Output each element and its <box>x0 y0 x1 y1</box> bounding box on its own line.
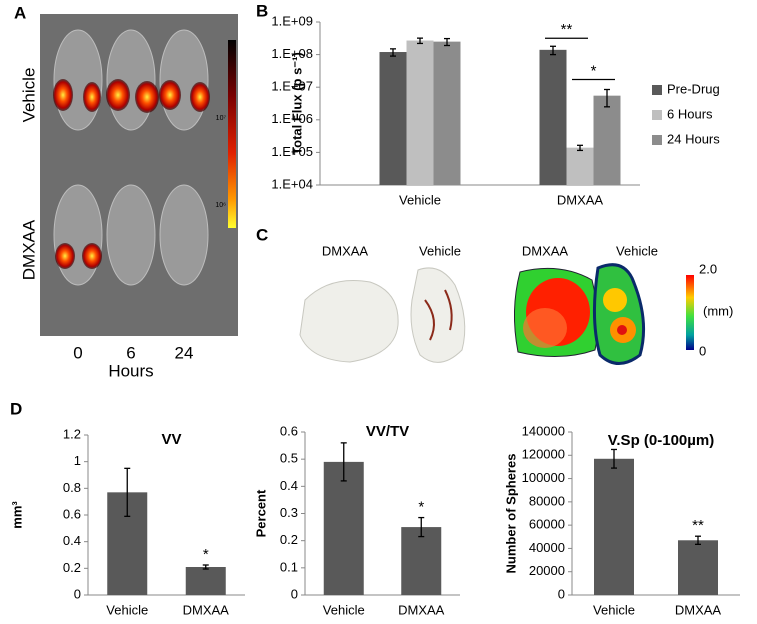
bar <box>406 40 434 186</box>
y-tick-label: 1.E+05 <box>271 144 313 159</box>
y-tick-label: 1.E+09 <box>271 13 313 28</box>
y-tick-label: 0.2 <box>63 560 81 575</box>
vessels <box>424 289 453 341</box>
y-tick-label: 20000 <box>529 563 565 578</box>
y-tick-label: 0.4 <box>63 533 81 548</box>
x-tick-label: DMXAA <box>557 192 604 207</box>
chart-title: V.Sp (0-100µm) <box>608 432 714 449</box>
significance-label: ** <box>561 21 573 38</box>
y-tick-label: 140000 <box>522 423 565 438</box>
y-tick-label: 80000 <box>529 493 565 508</box>
column-label: 0 <box>73 343 82 362</box>
bioluminescence-signal <box>53 79 210 269</box>
bar <box>539 49 567 185</box>
colorbar-label: 0 <box>699 343 706 358</box>
bar <box>593 95 621 185</box>
x-tick-label: Vehicle <box>323 602 365 617</box>
colorbar-label: (mm) <box>703 303 733 318</box>
y-tick-label: 120000 <box>522 447 565 462</box>
colorbar-label: 10⁷ <box>216 115 227 122</box>
bar <box>379 52 407 185</box>
thickness-map <box>617 325 627 335</box>
y-tick-label: 0.4 <box>280 478 298 493</box>
x-tick-label: DMXAA <box>675 602 722 617</box>
image-label: Vehicle <box>616 243 658 258</box>
y-tick-label: 100000 <box>522 470 565 485</box>
significance-label: * <box>591 62 597 79</box>
y-axis-label: Number of Spheres <box>503 454 518 574</box>
panel-label: B <box>256 1 268 20</box>
chart-title: VV/TV <box>366 423 409 440</box>
column-label: 6 <box>126 343 135 362</box>
y-axis-label: mm³ <box>9 501 24 529</box>
thickness-map <box>592 263 646 365</box>
bar <box>185 567 226 595</box>
significance-label: * <box>418 499 424 516</box>
chart-title: VV <box>161 431 181 448</box>
x-tick-label: Vehicle <box>106 602 148 617</box>
y-tick-label: 1.E+07 <box>271 79 313 94</box>
significance-label: * <box>203 546 209 563</box>
y-tick-label: 1.E+04 <box>271 176 313 191</box>
y-tick-label: 0.2 <box>280 532 298 547</box>
row-label: DMXAA <box>19 219 38 280</box>
x-tick-label: DMXAA <box>183 602 230 617</box>
thickness-map <box>523 308 567 348</box>
legend-swatch <box>652 85 662 95</box>
column-label: 24 <box>175 343 194 362</box>
render-3d <box>299 279 399 363</box>
bar <box>433 41 461 186</box>
bar <box>678 540 718 595</box>
image-label: DMXAA <box>522 243 569 258</box>
legend-swatch <box>652 135 662 145</box>
y-tick-label: 1.E+08 <box>271 46 313 61</box>
thickness-map <box>603 288 627 312</box>
x-tick-label: Vehicle <box>399 192 441 207</box>
image-label: Vehicle <box>419 243 461 258</box>
bar <box>323 461 364 595</box>
colorbar <box>228 40 236 228</box>
colorbar-label: 2.0 <box>699 261 717 276</box>
panel-label: C <box>256 225 268 244</box>
y-tick-label: 0 <box>291 586 298 601</box>
colorbar-label: 10⁶ <box>215 202 226 209</box>
render-3d <box>410 267 466 363</box>
y-tick-label: 60000 <box>529 517 565 532</box>
y-tick-label: 0.3 <box>280 505 298 520</box>
significance-label: ** <box>692 517 704 534</box>
x-label: Hours <box>108 361 153 380</box>
x-tick-label: DMXAA <box>398 602 445 617</box>
y-tick-label: 0 <box>558 586 565 601</box>
y-tick-label: 0.8 <box>63 480 81 495</box>
y-tick-label: 1.E+06 <box>271 111 313 126</box>
y-tick-label: 0.5 <box>280 451 298 466</box>
panel-label: D <box>10 399 22 418</box>
y-tick-label: 1.2 <box>63 426 81 441</box>
legend-label: 24 Hours <box>667 131 720 146</box>
x-tick-label: Vehicle <box>593 602 635 617</box>
legend-label: Pre-Drug <box>667 81 720 96</box>
legend-label: 6 Hours <box>667 106 713 121</box>
y-tick-label: 0 <box>74 586 81 601</box>
bar <box>401 527 442 595</box>
bar <box>594 458 634 595</box>
colorbar <box>686 275 694 350</box>
y-axis-label: Percent <box>253 489 268 537</box>
y-tick-label: 0.6 <box>63 506 81 521</box>
y-tick-label: 0.1 <box>280 559 298 574</box>
panel-label: A <box>14 3 26 22</box>
image-label: DMXAA <box>322 243 369 258</box>
bar <box>566 147 594 185</box>
row-label: Vehicle <box>19 68 38 123</box>
y-tick-label: 0.6 <box>280 423 298 438</box>
y-axis-label: Total Flux (p s⁻¹) <box>289 52 304 155</box>
legend-swatch <box>652 110 662 120</box>
y-tick-label: 1 <box>74 453 81 468</box>
y-tick-label: 40000 <box>529 540 565 555</box>
